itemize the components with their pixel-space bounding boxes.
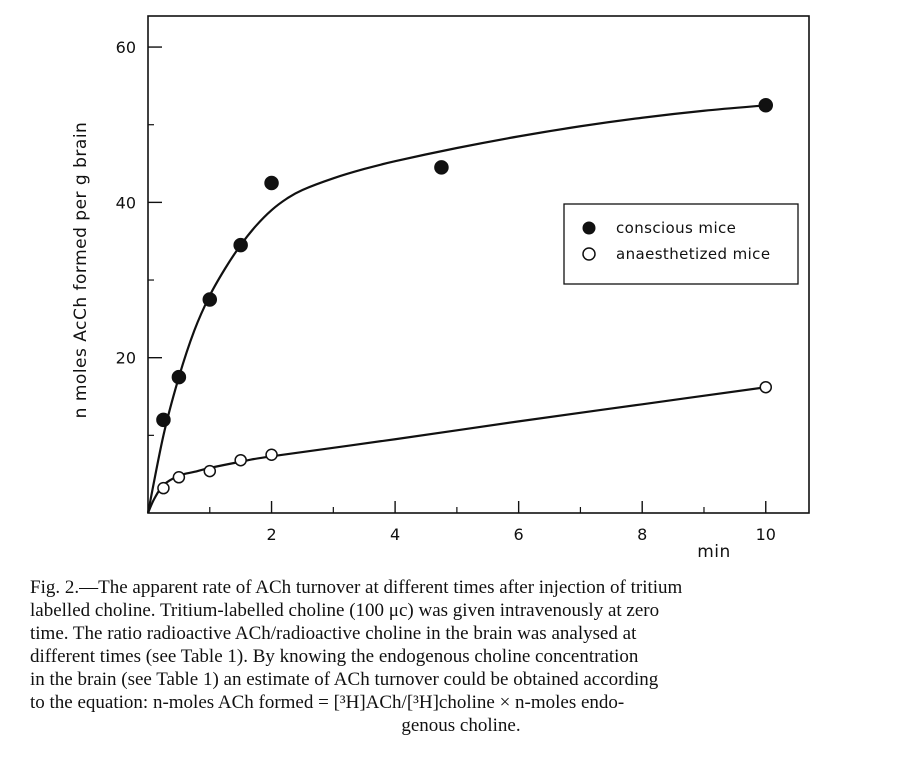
plot-frame — [147, 15, 810, 514]
x-axis: 2 4 6 8 10 — [209, 501, 776, 544]
legend-label-anaesthetized: anaesthetized mice — [616, 245, 770, 263]
point-anaesthetized — [172, 471, 186, 484]
point-conscious — [264, 175, 279, 191]
caption-line: Fig. 2.—The apparent rate of ACh turnove… — [30, 577, 683, 598]
x-tick-label: 8 — [637, 525, 647, 544]
y-axis-title: n moles AcCh formed per g brain — [71, 122, 91, 419]
point-anaesthetized — [157, 481, 170, 495]
point-conscious — [171, 369, 187, 385]
point-conscious — [202, 292, 218, 307]
point-anaesthetized — [234, 453, 247, 467]
legend-marker-anaesthetized — [582, 247, 596, 261]
caption-line: in the brain (see Table 1) an estimate o… — [30, 669, 659, 690]
curve-series-0 — [146, 104, 766, 514]
y-tick-label: 60 — [116, 38, 136, 57]
caption-line: time. The ratio radioactive ACh/radioact… — [30, 623, 637, 644]
x-axis-title: min — [697, 542, 731, 562]
caption-line: different times (see Table 1). By knowin… — [30, 646, 639, 667]
x-tick-label: 10 — [756, 525, 776, 544]
y-axis: 20 40 60 — [116, 38, 162, 436]
legend-marker-conscious — [582, 221, 596, 235]
legend-label-conscious: conscious mice — [616, 219, 736, 237]
caption-line: labelled choline. Tritium-labelled choli… — [30, 600, 660, 621]
point-anaesthetized — [265, 448, 278, 462]
caption-last-line: genous choline. — [401, 715, 521, 736]
point-conscious — [156, 412, 171, 428]
point-conscious — [233, 237, 248, 253]
point-conscious — [434, 160, 449, 175]
curve-series-1 — [146, 386, 766, 514]
x-tick-label: 4 — [390, 525, 400, 544]
legend-box — [563, 203, 799, 285]
data-points — [156, 98, 774, 495]
point-conscious — [758, 98, 774, 113]
y-tick-label: 20 — [116, 349, 136, 368]
caption-line: to the equation: n-moles ACh formed = [³… — [30, 692, 625, 713]
figure-caption: Fig. 2.—The apparent rate of ACh turnove… — [30, 576, 892, 737]
point-anaesthetized — [759, 380, 773, 394]
y-tick-label: 40 — [116, 193, 136, 212]
x-tick-label: 2 — [266, 525, 276, 544]
x-tick-label: 6 — [514, 525, 524, 544]
fitted-curves — [146, 104, 766, 514]
point-anaesthetized — [203, 464, 217, 478]
